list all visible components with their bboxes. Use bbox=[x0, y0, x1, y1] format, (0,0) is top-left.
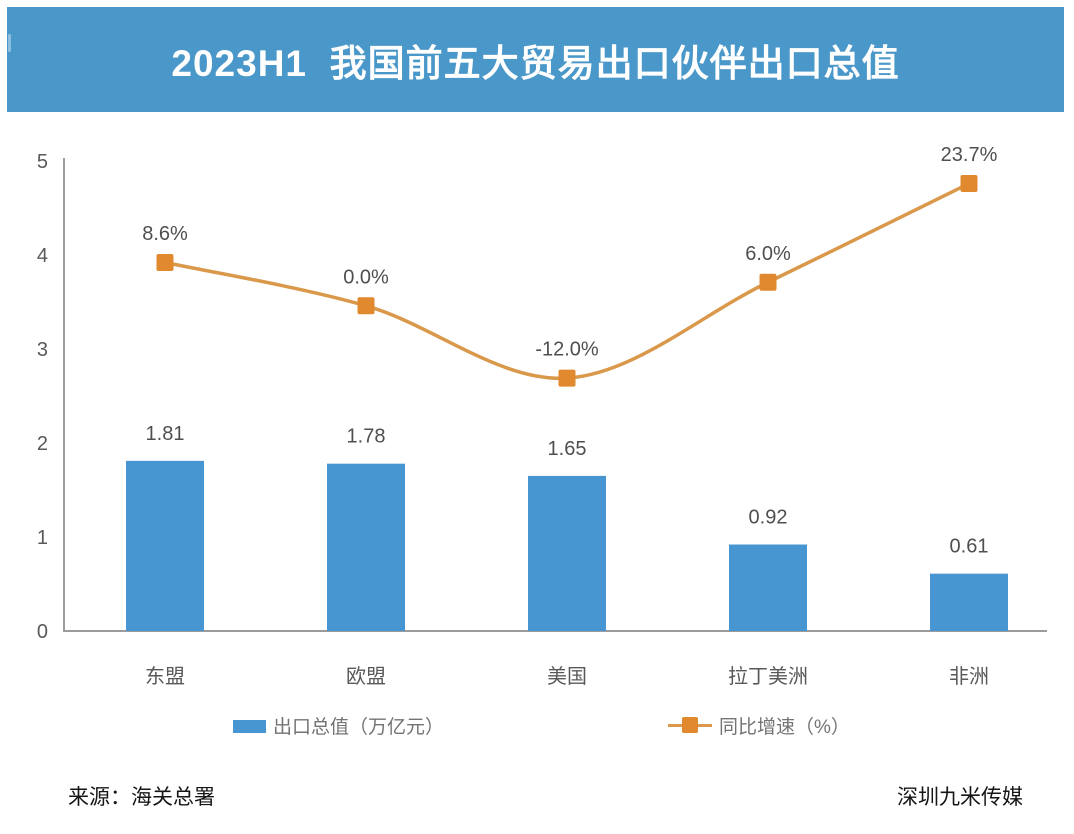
bar-value-label-1: 1.78 bbox=[347, 426, 386, 448]
y-tick-label-3: 3 bbox=[37, 339, 48, 361]
category-label-2: 美国 bbox=[547, 665, 587, 688]
pct-label-0: 8.6% bbox=[142, 223, 188, 245]
bar-3 bbox=[729, 544, 807, 631]
pct-label-1: 0.0% bbox=[343, 266, 389, 288]
bar-1 bbox=[327, 463, 405, 631]
legend-label-export-value: 出口总值（万亿元） bbox=[273, 717, 445, 738]
bar-2 bbox=[528, 475, 606, 631]
line-marker-0 bbox=[156, 254, 174, 272]
legend-item-export-value: 出口总值（万亿元） bbox=[233, 712, 444, 739]
bar-value-label-0: 1.81 bbox=[146, 423, 185, 445]
pct-label-3: 6.0% bbox=[745, 243, 791, 265]
publisher-text: 深圳九米传媒 bbox=[897, 786, 1023, 809]
chart-canvas: 0 1 2 3 4 5 1.81 1.78 1.65 0.92 0.61 东盟 欧盟 美国 拉丁美洲 非洲 8.… bbox=[37, 144, 1047, 688]
bar-value-label-2: 1.65 bbox=[548, 438, 587, 460]
bar-4 bbox=[930, 573, 1008, 631]
bar-value-label-4: 0.61 bbox=[950, 536, 989, 558]
page-title: 2023H1 我国前五大贸易出口伙伴出口总值 bbox=[171, 42, 900, 84]
line-marker-3 bbox=[759, 273, 777, 291]
y-tick-label-5: 5 bbox=[37, 151, 48, 173]
category-label-0: 东盟 bbox=[145, 665, 185, 688]
legend-label-growth-rate: 同比增速（%） bbox=[719, 717, 850, 738]
line-swatch-icon bbox=[668, 717, 712, 734]
bar-value-label-3: 0.92 bbox=[749, 507, 788, 529]
line-marker-4 bbox=[960, 175, 978, 193]
pct-label-4: 23.7% bbox=[941, 144, 998, 166]
chart: 0 1 2 3 4 5 1.81 1.78 1.65 0.92 0.61 东盟 欧盟 美国 拉丁美洲 非洲 8.… bbox=[0, 112, 1074, 712]
line-marker-2 bbox=[558, 369, 576, 387]
bar-0 bbox=[126, 460, 204, 631]
y-tick-label-1: 1 bbox=[37, 527, 48, 549]
edge-artifact bbox=[8, 34, 11, 52]
category-label-4: 非洲 bbox=[949, 665, 989, 688]
legend: 出口总值（万亿元） 同比增速（%） bbox=[0, 712, 1074, 746]
title-banner: 2023H1 我国前五大贸易出口伙伴出口总值 bbox=[7, 7, 1064, 112]
category-label-1: 欧盟 bbox=[346, 665, 386, 688]
category-label-3: 拉丁美洲 bbox=[728, 665, 808, 688]
pct-label-2: -12.0% bbox=[535, 339, 599, 361]
line-marker-1 bbox=[357, 297, 375, 315]
bar-swatch-icon bbox=[233, 720, 266, 733]
source-text: 来源：海关总署 bbox=[68, 786, 215, 809]
y-tick-label-2: 2 bbox=[37, 433, 48, 455]
legend-item-growth-rate: 同比增速（%） bbox=[668, 712, 850, 739]
y-tick-label-4: 4 bbox=[37, 245, 48, 267]
y-tick-label-0: 0 bbox=[37, 621, 48, 643]
